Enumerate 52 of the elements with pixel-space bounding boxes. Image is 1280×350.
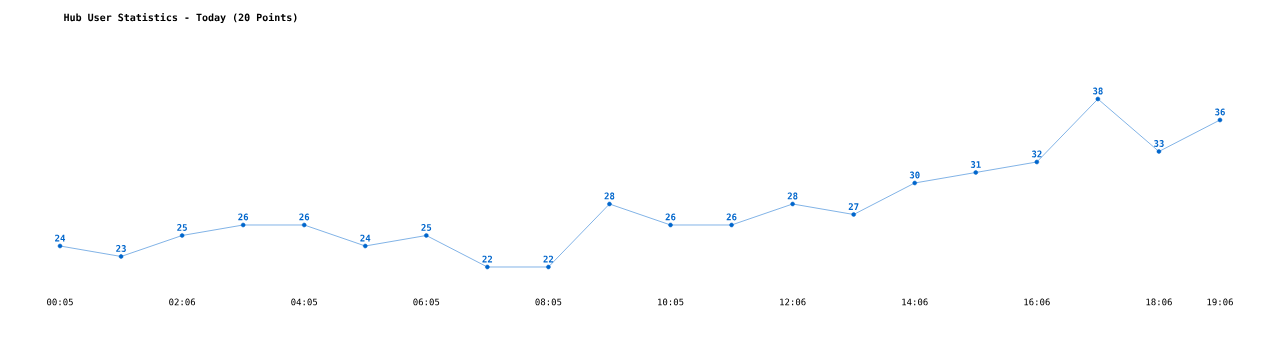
x-tick-label: 06:05	[413, 298, 440, 306]
chart-title: Hub User Statistics - Today (20 Points)	[64, 12, 297, 24]
point	[1156, 149, 1162, 154]
data-label: 27	[848, 203, 859, 210]
point	[363, 243, 368, 249]
point	[912, 180, 917, 186]
data-label: 24	[55, 234, 66, 242]
data-label: 36	[1215, 108, 1225, 116]
x-tick-label: 10:05	[658, 298, 684, 306]
point	[607, 201, 612, 207]
x-tick-label: 00:05	[47, 298, 73, 306]
x-tick-label: 08:05	[535, 298, 562, 306]
data-label: 26	[665, 213, 676, 221]
x-tick-label: 14:06	[902, 298, 928, 306]
point	[424, 233, 429, 238]
point	[179, 233, 185, 238]
point	[1217, 117, 1223, 123]
data-label: 28	[787, 192, 798, 200]
point	[851, 212, 856, 217]
data-label: 24	[360, 234, 371, 242]
data-label: 22	[482, 255, 493, 263]
data-label: 32	[1031, 150, 1042, 158]
point	[729, 222, 734, 228]
data-label: 26	[299, 213, 310, 221]
x-tick-label: 16:06	[1024, 298, 1050, 306]
point	[790, 201, 795, 207]
point	[1034, 159, 1040, 165]
x-tick-label: 18:06	[1146, 298, 1172, 306]
data-label: 26	[238, 213, 249, 221]
point	[485, 264, 490, 270]
data-label: 23	[116, 245, 126, 252]
x-tick-label: 12:06	[780, 298, 806, 306]
point	[973, 170, 979, 175]
point	[1095, 96, 1101, 102]
data-label: 30	[909, 171, 920, 179]
x-tick-label: 19:06	[1207, 298, 1233, 306]
point	[240, 222, 246, 228]
point	[118, 254, 124, 259]
point	[57, 243, 63, 249]
data-label: 38	[1093, 87, 1103, 95]
point	[668, 222, 673, 228]
x-tick-label: 04:05	[291, 298, 318, 306]
x-tick-label: 02:06	[169, 298, 196, 306]
data-label: 25	[421, 224, 432, 231]
data-label: 25	[177, 224, 187, 231]
data-label: 28	[604, 192, 615, 200]
point	[301, 222, 307, 228]
data-label: 22	[543, 255, 554, 263]
data-label: 33	[1154, 140, 1164, 147]
data-label: 26	[726, 213, 737, 221]
data-label: 31	[970, 161, 981, 168]
point	[546, 264, 551, 270]
